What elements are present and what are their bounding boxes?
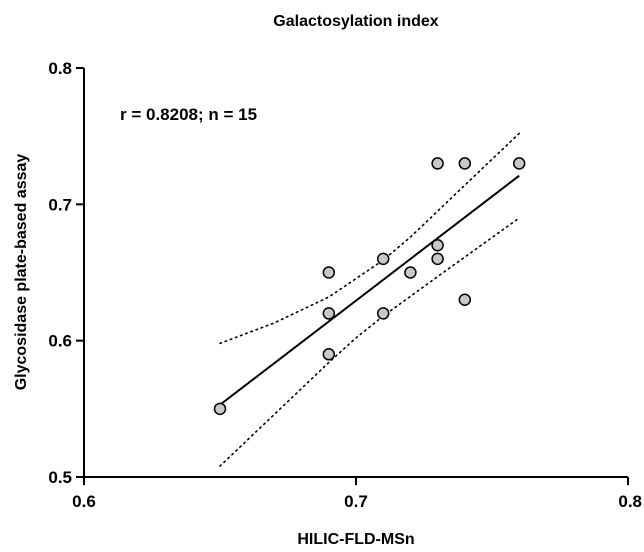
data-point	[512, 157, 526, 170]
data-point	[431, 252, 444, 266]
x-ticks: 0.6 0.7 0.8	[72, 477, 642, 511]
x-tick-label: 0.7	[344, 492, 368, 511]
x-tick-label: 0.6	[72, 492, 96, 511]
y-tick-label: 0.8	[48, 59, 72, 78]
data-point	[322, 348, 336, 361]
y-ticks: 0.5 0.6 0.7 0.8	[48, 59, 84, 487]
x-axis-label: HILIC-FLD-MSn	[297, 531, 414, 548]
y-tick-label: 0.6	[48, 332, 72, 351]
data-point	[322, 307, 336, 320]
data-point	[458, 293, 472, 307]
data-point	[431, 238, 444, 252]
y-tick-label: 0.7	[48, 195, 72, 214]
y-axis-label: Glycosidase plate-based assay	[13, 154, 30, 391]
confidence-bands	[219, 132, 521, 467]
x-tick-label: 0.8	[618, 492, 642, 511]
data-point	[458, 157, 472, 170]
chart-title: Galactosylation index	[273, 13, 438, 30]
confidence-band-upper	[219, 132, 521, 345]
regression-line-group	[219, 174, 520, 406]
data-point	[404, 266, 417, 279]
data-point	[376, 252, 390, 266]
confidence-band-lower	[219, 217, 521, 467]
data-point	[213, 402, 227, 416]
regression-line	[219, 174, 520, 406]
correlation-annotation: r = 0.8208; n = 15	[120, 105, 257, 124]
y-tick-label: 0.5	[48, 468, 72, 487]
data-point	[322, 266, 336, 279]
data-point	[431, 157, 444, 170]
data-points	[213, 157, 526, 416]
data-point	[376, 307, 390, 320]
